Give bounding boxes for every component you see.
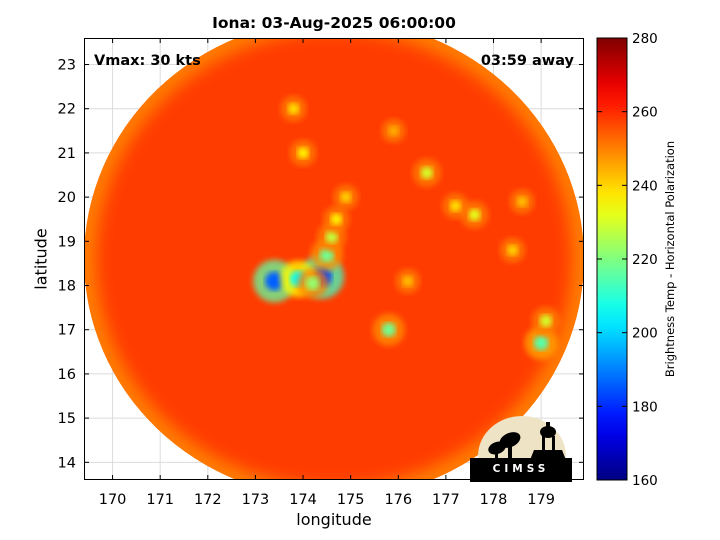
convective-features <box>253 95 561 360</box>
x-axis-label: longitude <box>296 510 372 529</box>
colorbar-tick-label: 160 <box>632 473 658 489</box>
x-tick-label: 179 <box>527 492 555 508</box>
cimss-logo <box>470 416 572 482</box>
x-tick-label: 177 <box>432 492 460 508</box>
colorbar-tick-label: 180 <box>632 399 658 415</box>
x-tick-label: 171 <box>146 492 174 508</box>
feature-core <box>420 166 434 180</box>
y-tick-label: 23 <box>58 58 76 74</box>
feature-core <box>468 208 481 221</box>
feature-core <box>388 125 399 137</box>
x-tick-label: 176 <box>384 492 412 508</box>
feature-core <box>265 271 284 291</box>
y-tick-label: 21 <box>58 146 76 162</box>
y-tick-label: 20 <box>58 190 76 206</box>
x-tick-label: 175 <box>337 492 365 508</box>
y-tick-label: 19 <box>58 234 76 250</box>
y-axis-label: latitude <box>31 228 51 290</box>
feature-core <box>533 335 549 351</box>
x-tick-label: 170 <box>99 492 127 508</box>
feature-core <box>340 191 352 203</box>
vmax-annotation: Vmax: 30 kts <box>94 53 201 69</box>
time-away-annotation: 03:59 away <box>480 53 574 69</box>
feature-core <box>325 230 338 244</box>
feature-core <box>539 314 553 328</box>
y-tick-label: 14 <box>58 455 76 471</box>
colorbar-tick-label: 260 <box>632 105 658 121</box>
feature-core <box>449 200 462 212</box>
x-tick-label: 174 <box>289 492 317 508</box>
feature-core <box>381 322 396 337</box>
feature-core <box>516 196 528 207</box>
feature-core <box>297 147 309 159</box>
axis-ticks <box>84 38 584 480</box>
feature-core <box>507 244 519 256</box>
colorbar-label: Brightness Temp - Horizontal Polarizatio… <box>663 140 677 378</box>
plot-border <box>84 38 584 480</box>
x-tick-label: 178 <box>480 492 508 508</box>
y-tick-label: 22 <box>58 102 76 118</box>
colorbar-tick-label: 220 <box>632 252 658 268</box>
colorbar-tick-label: 280 <box>632 31 658 47</box>
feature-core <box>330 213 343 225</box>
colorbar-tick-label: 240 <box>632 178 658 194</box>
feature-core <box>402 275 414 287</box>
chart-title: Iona: 03-Aug-2025 06:00:00 <box>212 14 456 32</box>
y-tick-label: 17 <box>58 323 76 339</box>
y-tick-label: 18 <box>58 279 76 295</box>
x-tick-label: 172 <box>194 492 222 508</box>
swath-image <box>84 38 584 480</box>
cimss-logo-text: CIMSS <box>492 463 550 475</box>
colorbar-tick-label: 200 <box>632 326 658 342</box>
colorbar-ticks: 160 180 200 220 240 260 280 <box>597 31 658 489</box>
y-tick-label: 16 <box>58 367 76 383</box>
x-tick-label: 173 <box>242 492 270 508</box>
feature-core <box>287 103 300 115</box>
plot-area <box>84 38 584 480</box>
colorbar-gradient <box>596 37 628 481</box>
feature-core <box>305 276 320 291</box>
y-tick-label: 15 <box>58 411 76 427</box>
